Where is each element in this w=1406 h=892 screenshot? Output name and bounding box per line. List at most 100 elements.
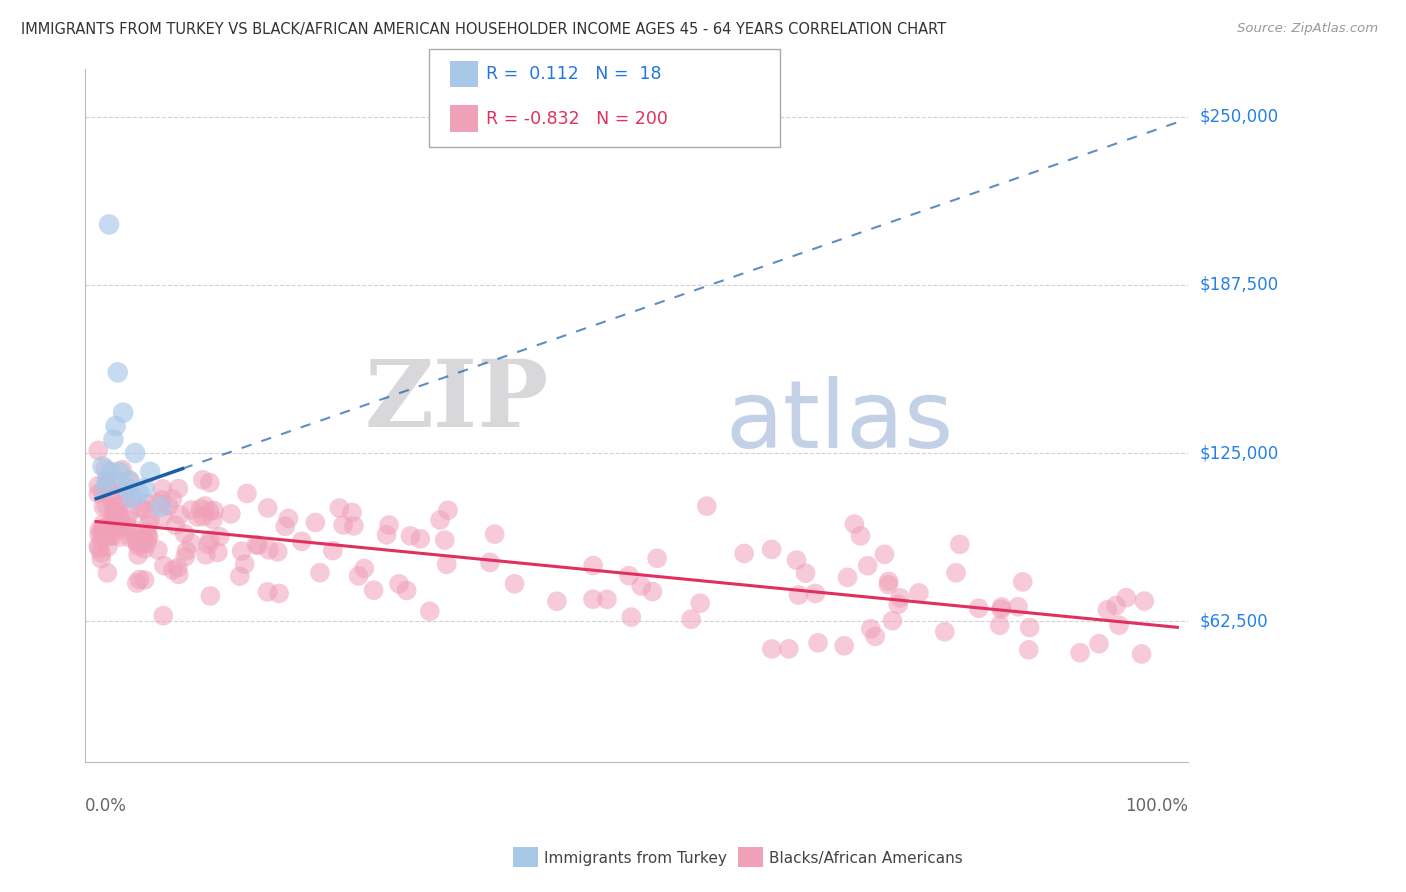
Point — [202, 503, 225, 517]
Point — [107, 499, 129, 513]
Point — [1115, 591, 1137, 605]
Point — [641, 584, 664, 599]
Point — [478, 556, 501, 570]
Point — [785, 553, 807, 567]
Point — [198, 475, 221, 490]
Point — [127, 548, 149, 562]
Point — [157, 499, 180, 513]
Point — [93, 500, 115, 514]
Point — [794, 566, 817, 581]
Point — [332, 518, 354, 533]
Point — [167, 567, 190, 582]
Point — [1133, 594, 1156, 608]
Point — [200, 589, 222, 603]
Text: ZIP: ZIP — [364, 357, 548, 447]
Point — [877, 578, 900, 592]
Point — [229, 569, 252, 583]
Point — [131, 538, 153, 552]
Point — [96, 499, 118, 513]
Point — [546, 594, 568, 608]
Point — [87, 541, 110, 556]
Point — [136, 530, 159, 544]
Point — [166, 560, 188, 574]
Point — [91, 459, 114, 474]
Point — [91, 524, 114, 539]
Point — [100, 492, 122, 507]
Point — [503, 576, 526, 591]
Point — [139, 513, 162, 527]
Point — [1007, 599, 1029, 614]
Point — [111, 462, 134, 476]
Point — [112, 406, 135, 420]
Point — [96, 473, 118, 487]
Point — [208, 530, 231, 544]
Point — [1088, 637, 1111, 651]
Point — [174, 549, 197, 564]
Point — [343, 519, 366, 533]
Point — [322, 543, 344, 558]
Point — [219, 507, 242, 521]
Point — [945, 566, 967, 580]
Point — [108, 519, 131, 533]
Point — [128, 573, 150, 587]
Point — [1011, 574, 1033, 589]
Point — [395, 583, 418, 598]
Text: $250,000: $250,000 — [1199, 108, 1278, 126]
Text: 100.0%: 100.0% — [1125, 797, 1188, 815]
Point — [236, 486, 259, 500]
Point — [304, 516, 326, 530]
Point — [949, 537, 972, 551]
Point — [256, 585, 278, 599]
Point — [100, 514, 122, 528]
Point — [620, 610, 643, 624]
Point — [139, 465, 162, 479]
Point — [97, 530, 120, 544]
Point — [136, 496, 159, 510]
Point — [89, 523, 111, 537]
Point — [135, 524, 157, 539]
Point — [186, 509, 208, 524]
Point — [105, 509, 128, 524]
Point — [127, 535, 149, 549]
Point — [844, 516, 866, 531]
Point — [277, 511, 299, 525]
Point — [134, 481, 156, 495]
Point — [197, 537, 219, 551]
Point — [388, 577, 411, 591]
Point — [433, 533, 456, 547]
Point — [118, 524, 141, 538]
Point — [733, 546, 755, 560]
Point — [134, 573, 156, 587]
Point — [761, 542, 783, 557]
Point — [328, 501, 350, 516]
Text: atlas: atlas — [725, 376, 953, 468]
Point — [110, 530, 132, 544]
Point — [630, 579, 652, 593]
Point — [198, 504, 221, 518]
Point — [103, 500, 125, 514]
Point — [990, 602, 1012, 616]
Point — [93, 516, 115, 531]
Point — [153, 558, 176, 573]
Point — [117, 473, 139, 487]
Point — [375, 528, 398, 542]
Point — [1018, 621, 1040, 635]
Point — [967, 601, 990, 615]
Point — [176, 544, 198, 558]
Point — [87, 443, 110, 458]
Point — [152, 482, 174, 496]
Point — [180, 536, 202, 550]
Point — [436, 558, 458, 572]
Point — [231, 544, 253, 558]
Point — [146, 543, 169, 558]
Point — [108, 509, 131, 524]
Point — [778, 641, 800, 656]
Point — [132, 531, 155, 545]
Point — [121, 491, 143, 506]
Text: R =  0.112   N =  18: R = 0.112 N = 18 — [486, 65, 662, 83]
Point — [347, 569, 370, 583]
Point — [193, 509, 215, 524]
Point — [1097, 603, 1119, 617]
Point — [100, 525, 122, 540]
Point — [120, 474, 142, 488]
